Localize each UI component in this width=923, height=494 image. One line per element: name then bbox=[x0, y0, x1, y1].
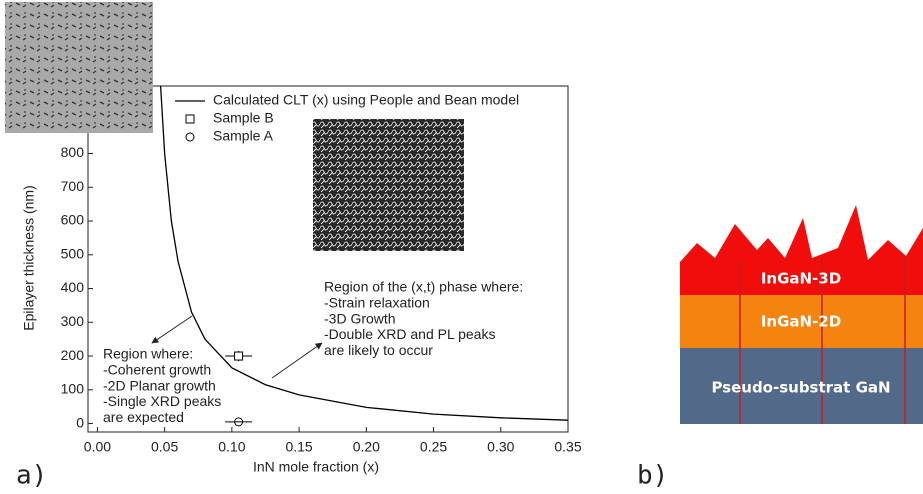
annotation: -Single XRD peaks bbox=[103, 393, 221, 409]
layer-label: Pseudo-substrat GaN bbox=[711, 379, 890, 397]
inset-image bbox=[313, 119, 464, 251]
x-tick-label: 0.35 bbox=[554, 439, 581, 455]
layer bbox=[680, 295, 923, 348]
inset-image bbox=[5, 2, 153, 133]
x-tick-label: 0.05 bbox=[151, 439, 178, 455]
legend-label: Sample A bbox=[213, 128, 274, 144]
legend-label: Sample B bbox=[213, 110, 274, 126]
curve bbox=[159, 85, 569, 421]
annotation: -2D Planar growth bbox=[103, 377, 216, 393]
plot-frame bbox=[87, 85, 569, 433]
x-tick-label: 0.20 bbox=[353, 439, 380, 455]
annotation: -Strain relaxation bbox=[324, 295, 430, 311]
y-tick-label: 300 bbox=[61, 313, 85, 329]
layer-label: InGaN-2D bbox=[761, 313, 841, 331]
y-tick-label: 200 bbox=[61, 347, 85, 363]
x-tick-label: 0.30 bbox=[487, 439, 514, 455]
annotation: -Coherent growth bbox=[103, 362, 211, 378]
annotation: Region of the (x,t) phase where: bbox=[324, 279, 523, 295]
x-tick-label: 0.25 bbox=[420, 439, 447, 455]
layer-diagram: InGaN-3D InGaN-2D Pseudo-substrat GaN bbox=[680, 205, 923, 424]
x-tick-label: 0.10 bbox=[218, 439, 245, 455]
y-tick-label: 100 bbox=[61, 381, 85, 397]
annotation: are likely to occur bbox=[324, 342, 433, 358]
arrow bbox=[271, 342, 323, 379]
x-tick-label: 0.00 bbox=[84, 439, 111, 455]
legend-marker bbox=[185, 132, 195, 142]
marker bbox=[234, 351, 244, 361]
y-tick-label: 600 bbox=[61, 212, 85, 228]
annotation: Region where: bbox=[103, 346, 193, 362]
arrow bbox=[151, 315, 193, 344]
legend-label: Calculated CLT (x) using People and Bean… bbox=[213, 92, 519, 108]
y-tick-label: 700 bbox=[61, 178, 85, 194]
legend-marker bbox=[185, 114, 195, 124]
panel-label: b) bbox=[637, 461, 668, 491]
y-tick-label: 500 bbox=[61, 245, 85, 261]
y-tick-label: 400 bbox=[61, 279, 85, 295]
x-tick-label: 0.15 bbox=[285, 439, 312, 455]
y-tick-label: 800 bbox=[61, 144, 85, 160]
x-axis-label: InN mole fraction (x) bbox=[253, 459, 379, 475]
annotation: -Double XRD and PL peaks bbox=[324, 326, 495, 342]
panel-label: a) bbox=[16, 461, 47, 491]
plot-area: 0.00 0.05 0.10 0.15 0.20 0.25 0.30 0.35 0 100 200 3… bbox=[61, 85, 582, 455]
y-tick-label: 0 bbox=[76, 414, 84, 430]
layer bbox=[680, 348, 923, 424]
marker bbox=[234, 417, 244, 427]
annotation: -3D Growth bbox=[324, 310, 396, 326]
layer-label: InGaN-3D bbox=[761, 270, 841, 288]
annotation: are expected bbox=[103, 409, 184, 425]
y-axis-label: Epilayer thickness (nm) bbox=[21, 185, 37, 331]
